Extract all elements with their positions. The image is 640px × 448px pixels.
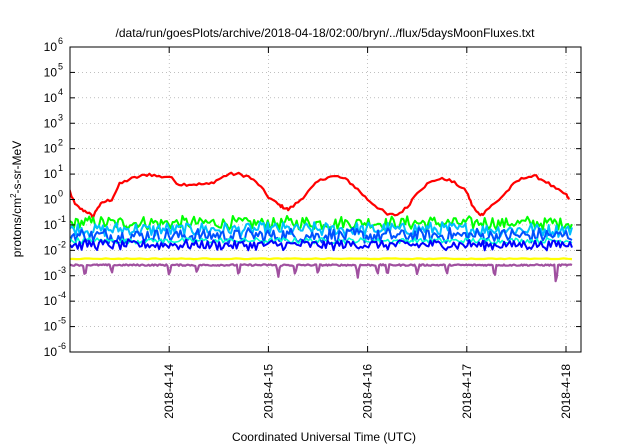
series-line-6 [70, 257, 573, 261]
y-tick-label: 10 [44, 91, 58, 105]
x-tick-label: 2018-4-15 [261, 364, 275, 419]
grid-lines [70, 47, 581, 352]
plot-frame [69, 46, 582, 353]
series-line-4 [70, 237, 573, 245]
y-tick-exponent: -4 [58, 290, 66, 300]
y-tick-exponent: 2 [58, 138, 63, 148]
y-tick-exponent: -5 [58, 316, 66, 326]
y-tick-exponent: -6 [58, 341, 66, 351]
x-tick-label: 2018-4-17 [460, 364, 474, 419]
y-tick-exponent: -2 [58, 239, 66, 249]
y-tick-label: 10 [44, 294, 58, 308]
y-tick-exponent: -1 [58, 214, 66, 224]
y-tick-exponent: 1 [58, 163, 63, 173]
y-tick-exponent: 4 [58, 87, 63, 97]
x-tick-label: 2018-4-16 [361, 364, 375, 419]
y-tick-exponent: 6 [58, 36, 63, 46]
x-tick-label: 2018-4-14 [162, 364, 176, 419]
y-tick-exponent: 0 [58, 189, 63, 199]
y-tick-label: 10 [44, 320, 58, 334]
y-tick-label: 10 [44, 345, 58, 359]
y-axis-label-sup: 2 [9, 193, 18, 198]
series-line-2 [70, 221, 573, 239]
y-tick-exponent: 3 [58, 112, 63, 122]
axis-ticks: 10 -610 -510 -410 -310 -210 -110 010 110 210 310 41… [44, 36, 581, 419]
y-tick-exponent: -3 [58, 265, 66, 275]
y-tick-label: 10 [44, 218, 58, 232]
series-lines [70, 171, 573, 283]
y-tick-label: 10 [44, 40, 58, 54]
y-axis-label-base: protons/cm [10, 198, 24, 257]
y-tick-label: 10 [44, 116, 58, 130]
series-line-7 [70, 263, 573, 283]
y-tick-label: 10 [44, 243, 58, 257]
series-line-1 [70, 214, 573, 231]
y-tick-label: 10 [44, 167, 58, 181]
y-axis-label-rest: -s-sr-MeV [10, 141, 24, 194]
y-tick-exponent: 5 [58, 61, 63, 71]
y-tick-label: 10 [44, 193, 58, 207]
y-tick-label: 10 [44, 65, 58, 79]
chart-title: /data/run/goesPlots/archive/2018-04-18/0… [116, 26, 536, 40]
y-tick-label: 10 [44, 269, 58, 283]
y-axis-label: protons/cm2-s-sr-MeV [9, 141, 24, 257]
x-axis-label: Coordinated Universal Time (UTC) [232, 430, 416, 444]
series-line-5 [70, 238, 573, 252]
series-line-0 [70, 171, 571, 220]
x-tick-label: 2018-4-18 [559, 364, 573, 419]
y-tick-label: 10 [44, 142, 58, 156]
